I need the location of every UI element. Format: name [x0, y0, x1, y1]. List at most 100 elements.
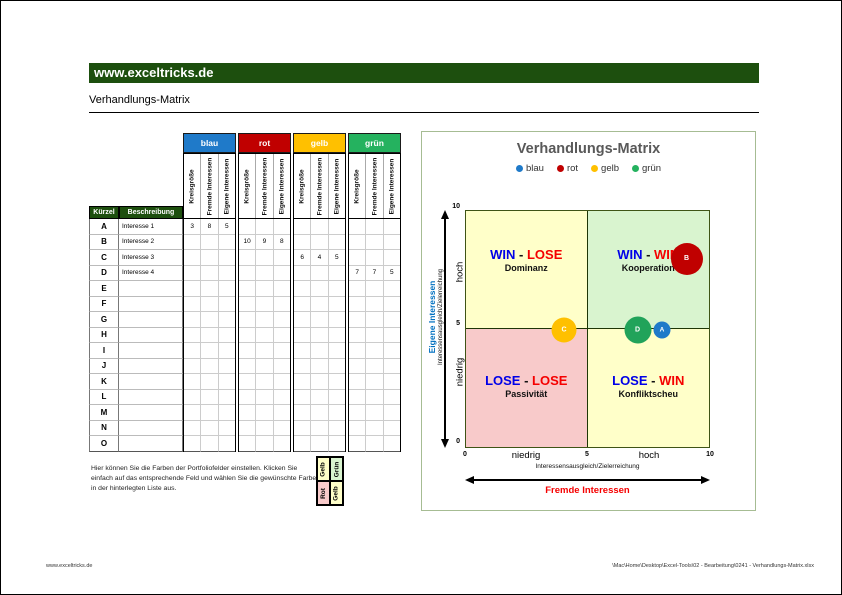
value-cell[interactable]: [294, 265, 312, 281]
value-cell[interactable]: [328, 219, 345, 235]
value-cell[interactable]: 3: [184, 219, 202, 235]
color-picker-cell-0[interactable]: Gelb: [317, 457, 330, 481]
value-cell[interactable]: [256, 296, 274, 312]
value-cell[interactable]: [201, 250, 219, 266]
value-cell[interactable]: [294, 281, 312, 297]
value-cell[interactable]: [311, 405, 329, 421]
value-cell[interactable]: [184, 389, 202, 405]
value-cell[interactable]: [383, 343, 400, 359]
value-cell[interactable]: [256, 265, 274, 281]
value-cell[interactable]: [328, 297, 345, 312]
value-cell[interactable]: 7: [366, 265, 384, 281]
value-cell[interactable]: [201, 296, 219, 312]
row-description-cell[interactable]: [119, 405, 183, 421]
value-cell[interactable]: [366, 234, 384, 250]
value-cell[interactable]: [328, 436, 345, 452]
value-cell[interactable]: [349, 420, 367, 436]
value-cell[interactable]: [184, 296, 202, 312]
value-cell[interactable]: [294, 234, 312, 250]
value-cell[interactable]: [294, 374, 312, 390]
value-cell[interactable]: [383, 359, 400, 374]
value-cell[interactable]: [383, 312, 400, 328]
value-cell[interactable]: [349, 343, 367, 359]
value-cell[interactable]: [273, 374, 290, 390]
value-cell[interactable]: [218, 312, 235, 328]
value-cell[interactable]: [328, 421, 345, 436]
value-cell[interactable]: [328, 328, 345, 343]
value-cell[interactable]: [218, 359, 235, 374]
value-cell[interactable]: [273, 266, 290, 281]
value-cell[interactable]: [273, 297, 290, 312]
value-cell[interactable]: [184, 436, 202, 452]
value-cell[interactable]: [256, 374, 274, 390]
value-cell[interactable]: [383, 281, 400, 297]
value-cell[interactable]: [184, 374, 202, 390]
value-cell[interactable]: [366, 405, 384, 421]
row-description-cell[interactable]: [119, 343, 183, 359]
value-cell[interactable]: [201, 374, 219, 390]
value-cell[interactable]: [366, 420, 384, 436]
value-cell[interactable]: [273, 390, 290, 405]
value-cell[interactable]: [349, 312, 367, 328]
value-cell[interactable]: [294, 343, 312, 359]
value-cell[interactable]: [349, 358, 367, 374]
value-cell[interactable]: [311, 389, 329, 405]
value-cell[interactable]: 9: [256, 234, 274, 250]
value-cell[interactable]: [349, 250, 367, 266]
value-cell[interactable]: 5: [218, 219, 235, 235]
value-cell[interactable]: [349, 281, 367, 297]
value-cell[interactable]: [311, 312, 329, 328]
value-cell[interactable]: [184, 265, 202, 281]
value-cell[interactable]: [349, 219, 367, 235]
value-cell[interactable]: [239, 327, 257, 343]
value-cell[interactable]: [256, 358, 274, 374]
value-cell[interactable]: [294, 389, 312, 405]
value-cell[interactable]: [383, 235, 400, 250]
value-cell[interactable]: [239, 312, 257, 328]
value-cell[interactable]: [273, 359, 290, 374]
row-description-cell[interactable]: [119, 374, 183, 390]
value-cell[interactable]: [294, 358, 312, 374]
value-cell[interactable]: [256, 281, 274, 297]
value-cell[interactable]: [273, 328, 290, 343]
value-cell[interactable]: [201, 265, 219, 281]
value-cell[interactable]: [218, 343, 235, 359]
value-cell[interactable]: [294, 327, 312, 343]
value-cell[interactable]: [383, 436, 400, 452]
value-cell[interactable]: [218, 297, 235, 312]
value-cell[interactable]: [184, 312, 202, 328]
value-cell[interactable]: [184, 234, 202, 250]
value-cell[interactable]: [218, 250, 235, 266]
value-cell[interactable]: [239, 389, 257, 405]
value-cell[interactable]: [349, 436, 367, 452]
value-cell[interactable]: [218, 436, 235, 452]
value-cell[interactable]: 5: [328, 250, 345, 266]
value-cell[interactable]: [294, 219, 312, 235]
value-cell[interactable]: [294, 296, 312, 312]
value-cell[interactable]: [273, 250, 290, 266]
value-cell[interactable]: [273, 343, 290, 359]
value-cell[interactable]: [256, 219, 274, 235]
value-cell[interactable]: [218, 390, 235, 405]
value-cell[interactable]: [218, 328, 235, 343]
value-cell[interactable]: [256, 420, 274, 436]
value-cell[interactable]: [184, 405, 202, 421]
row-description-cell[interactable]: [119, 296, 183, 312]
value-cell[interactable]: [383, 250, 400, 266]
value-cell[interactable]: [239, 250, 257, 266]
value-cell[interactable]: [184, 250, 202, 266]
value-cell[interactable]: [239, 436, 257, 452]
row-description-cell[interactable]: Interesse 4: [119, 265, 183, 281]
value-cell[interactable]: [311, 234, 329, 250]
value-cell[interactable]: [311, 374, 329, 390]
row-description-cell[interactable]: [119, 281, 183, 297]
value-cell[interactable]: [328, 343, 345, 359]
value-cell[interactable]: [311, 343, 329, 359]
value-cell[interactable]: 8: [201, 219, 219, 235]
value-cell[interactable]: [366, 219, 384, 235]
value-cell[interactable]: [218, 266, 235, 281]
row-description-cell[interactable]: [119, 420, 183, 436]
value-cell[interactable]: [273, 219, 290, 235]
value-cell[interactable]: [239, 296, 257, 312]
value-cell[interactable]: [239, 343, 257, 359]
